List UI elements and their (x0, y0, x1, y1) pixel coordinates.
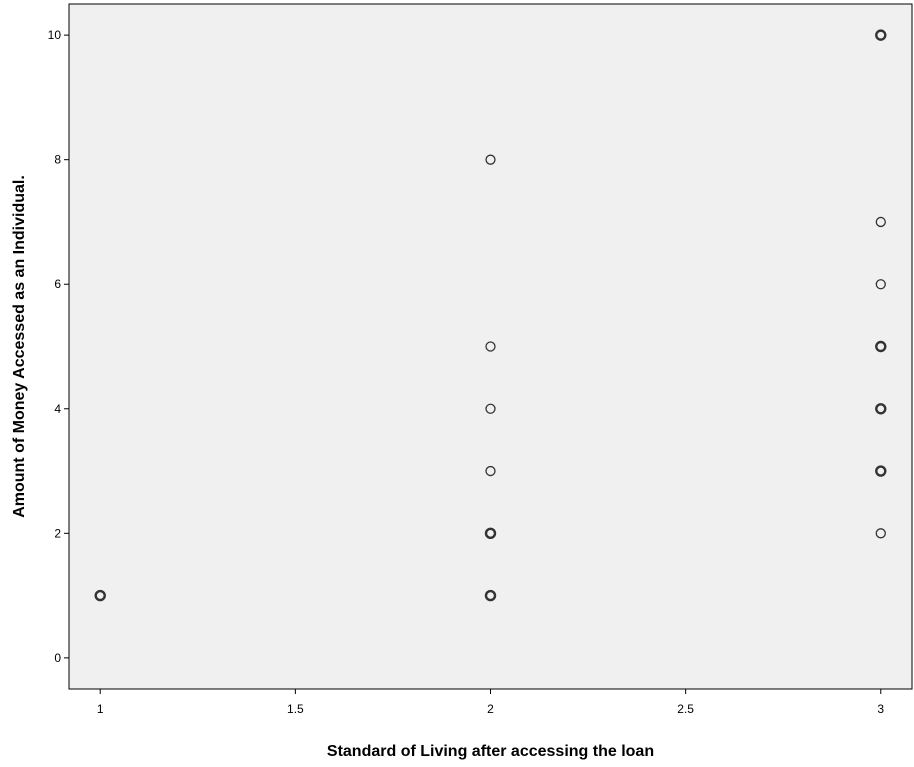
y-axis-title: Amount of Money Accessed as an Individua… (11, 175, 28, 518)
x-axis: 1 1.5 2 2.5 3 (97, 689, 884, 716)
scatter-point (485, 154, 496, 165)
scatter-point (484, 527, 497, 540)
y-tick-label: 8 (54, 153, 61, 167)
scatter-point (485, 341, 496, 352)
x-tick-label: 1 (97, 702, 104, 716)
plot-area (68, 3, 913, 690)
y-tick-label: 2 (54, 526, 61, 540)
data-points (94, 29, 887, 602)
x-tick-label: 2 (487, 702, 494, 716)
y-tick-label: 0 (54, 651, 61, 665)
scatter-point (875, 279, 886, 290)
y-tick-label: 6 (54, 277, 61, 291)
scatter-point (484, 589, 497, 602)
x-tick-label: 2.5 (677, 702, 694, 716)
y-tick-label: 10 (48, 28, 62, 42)
scatter-point (485, 465, 496, 477)
scatter-point (875, 29, 887, 41)
y-axis: 0 2 4 6 8 10 (48, 28, 69, 665)
scatter-point (875, 340, 887, 353)
scatter-point (94, 589, 106, 602)
y-tick-label: 4 (54, 402, 61, 416)
scatter-point (875, 216, 886, 228)
x-tick-label: 1.5 (287, 702, 304, 716)
scatter-point (875, 403, 887, 415)
x-tick-label: 3 (877, 702, 884, 716)
scatter-point (875, 465, 887, 477)
scatter-point (875, 528, 886, 539)
scatter-point (485, 403, 496, 414)
x-axis-title: Standard of Living after accessing the l… (327, 743, 654, 760)
